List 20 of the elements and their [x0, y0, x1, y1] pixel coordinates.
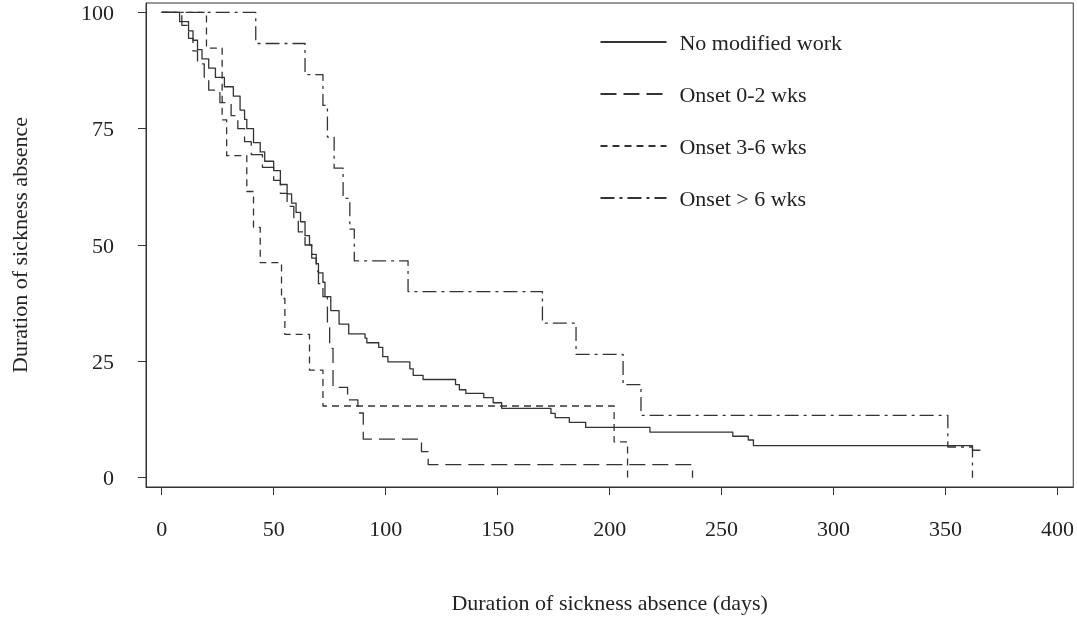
- y-axis-title: Duration of sickness absence: [6, 117, 32, 373]
- y-tick-label: 75: [92, 116, 114, 142]
- y-tick-label: 0: [103, 465, 114, 491]
- x-axis-title: Duration of sickness absence (days): [451, 589, 768, 615]
- legend-label: Onset 3-6 wks: [679, 133, 807, 159]
- y-tick-label: 25: [92, 348, 114, 374]
- x-tick-label: 200: [593, 515, 627, 541]
- y-tick-label: 50: [92, 232, 114, 258]
- x-tick-label: 300: [817, 515, 851, 541]
- legend-label: Onset > 6 wks: [679, 185, 807, 211]
- x-tick-label: 250: [705, 515, 739, 541]
- x-tick-label: 50: [262, 515, 285, 541]
- x-tick-label: 400: [1041, 515, 1075, 541]
- legend-label: Onset 0-2 wks: [679, 81, 807, 107]
- x-tick-label: 0: [156, 515, 168, 541]
- x-tick-label: 350: [929, 515, 963, 541]
- legend-label: No modified work: [679, 29, 842, 55]
- x-tick-label: 150: [481, 515, 515, 541]
- y-tick-label: 100: [81, 0, 114, 25]
- x-tick-label: 100: [369, 515, 403, 541]
